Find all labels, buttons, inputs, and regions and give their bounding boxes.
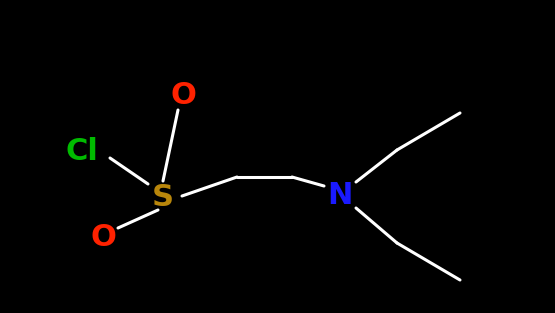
Text: S: S: [152, 183, 174, 213]
Text: N: N: [327, 182, 352, 211]
Text: Cl: Cl: [65, 137, 98, 167]
Text: O: O: [170, 80, 196, 110]
Text: O: O: [90, 223, 116, 252]
